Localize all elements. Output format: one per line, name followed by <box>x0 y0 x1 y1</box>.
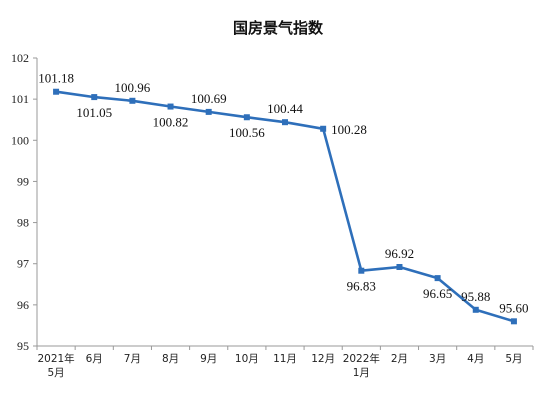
data-label: 100.28 <box>331 122 367 137</box>
data-label: 100.96 <box>115 80 151 95</box>
x-tick-label: 9月 <box>200 353 217 365</box>
x-tick-label: 6月 <box>86 353 103 365</box>
data-point-marker <box>358 267 365 274</box>
data-point-marker <box>53 88 60 95</box>
data-label: 100.44 <box>267 101 303 116</box>
data-label: 95.88 <box>461 289 490 304</box>
x-tick-label: 5月 <box>47 367 64 379</box>
data-label: 100.69 <box>191 91 227 106</box>
data-point-marker <box>320 125 327 132</box>
x-tick-label: 2021年 <box>37 352 74 365</box>
x-tick-label: 2月 <box>391 353 408 365</box>
x-tick-label: 1月 <box>353 367 370 379</box>
y-tick-label: 102 <box>11 51 29 65</box>
x-tick-label: 10月 <box>235 353 259 365</box>
data-point-marker <box>243 114 250 121</box>
data-point-marker <box>205 108 212 115</box>
chart-title: 国房景气指数 <box>233 19 324 37</box>
data-label: 100.82 <box>153 115 189 130</box>
x-tick-label: 8月 <box>162 353 179 365</box>
y-tick-label: 96 <box>17 298 29 312</box>
y-tick-label: 100 <box>11 133 29 147</box>
x-tick-label: 2022年 <box>343 352 380 365</box>
data-point-marker <box>91 94 98 101</box>
data-label: 101.18 <box>38 71 74 86</box>
data-point-marker <box>129 97 136 104</box>
data-label: 101.05 <box>76 105 112 120</box>
y-tick-label: 98 <box>17 216 29 230</box>
data-label: 95.60 <box>499 300 528 315</box>
data-point-marker <box>167 103 174 110</box>
x-tick-label: 5月 <box>505 353 522 365</box>
data-label: 96.83 <box>347 279 376 294</box>
x-tick-label: 7月 <box>124 353 141 365</box>
x-tick-label: 4月 <box>467 353 484 365</box>
data-point-marker <box>510 318 517 325</box>
y-tick-label: 99 <box>17 174 29 188</box>
y-tick-label: 95 <box>17 339 29 353</box>
data-point-marker <box>472 306 479 313</box>
y-tick-label: 101 <box>11 92 29 106</box>
x-tick-label: 11月 <box>273 353 297 365</box>
data-label: 96.92 <box>385 246 414 261</box>
y-tick-label: 97 <box>17 257 29 271</box>
data-point-marker <box>396 264 403 271</box>
data-label: 100.56 <box>229 125 265 140</box>
data-point-marker <box>434 275 441 282</box>
data-point-marker <box>282 119 288 126</box>
data-label: 96.65 <box>423 286 452 301</box>
x-tick-label: 12月 <box>311 353 335 365</box>
x-tick-label: 3月 <box>429 353 446 365</box>
